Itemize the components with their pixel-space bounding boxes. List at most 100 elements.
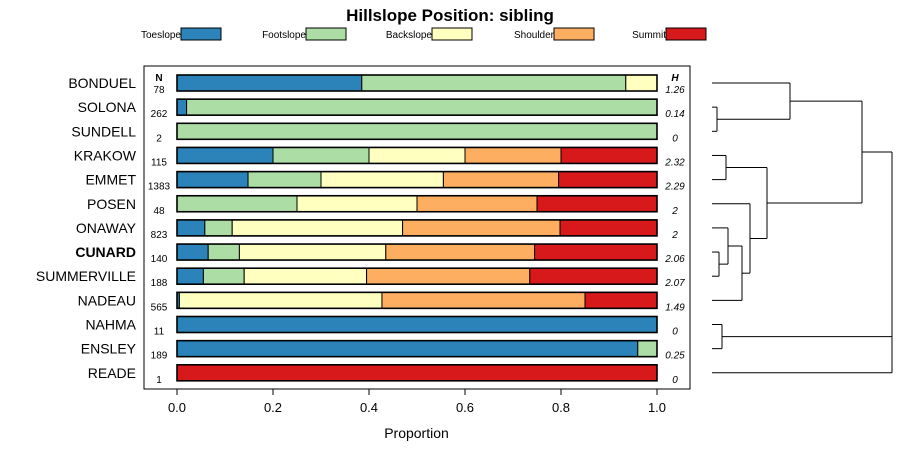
bar-segment-bonduel-backslope <box>625 74 658 92</box>
bar-segment-onaway-backslope <box>231 219 404 237</box>
bar-segment-nadeau-summit <box>584 291 658 309</box>
bar-outline-sundell <box>176 122 658 141</box>
bar-segment-krakow-footslope <box>272 146 370 164</box>
bar-segment-emmet-footslope <box>247 171 322 189</box>
n-value-emmet: 1383 <box>148 182 171 193</box>
h-value-summerville: 2.07 <box>664 278 685 289</box>
h-value-krakow: 2.32 <box>664 157 685 168</box>
bar-segment-ensley-toeslope <box>176 340 639 358</box>
h-value-sundell: 0 <box>672 133 678 144</box>
bar-segment-summerville-shoulder <box>366 267 531 285</box>
legend-label-backslope: Backslope <box>386 30 433 41</box>
bar-segment-summerville-backslope <box>243 267 368 285</box>
n-value-nadeau: 565 <box>151 302 168 313</box>
n-value-nahma: 11 <box>154 327 165 338</box>
bar-segment-cunard-shoulder <box>385 243 536 261</box>
h-value-posen: 2 <box>671 206 678 217</box>
bar-segment-bonduel-toeslope <box>176 74 363 92</box>
dendrogram <box>712 82 893 374</box>
bar-segment-onaway-toeslope <box>176 219 206 237</box>
x-tick-label: 0.6 <box>456 400 474 415</box>
legend-swatch-toeslope <box>180 27 222 41</box>
bar-segment-solona-toeslope <box>176 98 188 116</box>
bar-segment-cunard-toeslope <box>176 243 209 261</box>
category-label-nahma: NAHMA <box>85 317 136 333</box>
category-label-ensley: ENSLEY <box>81 341 137 357</box>
h-value-nahma: 0 <box>672 327 678 338</box>
bar-segment-emmet-toeslope <box>176 171 249 189</box>
legend-label-toeslope: Toeslope <box>141 30 181 41</box>
bar-outline-solona <box>176 98 658 116</box>
n-value-sundell: 2 <box>156 133 162 144</box>
bar-segment-posen-footslope <box>176 195 298 213</box>
h-value-cunard: 2.06 <box>664 254 685 265</box>
bar-segment-cunard-backslope <box>238 243 387 261</box>
h-value-bonduel: 1.26 <box>665 85 685 96</box>
bar-outline-reade <box>176 363 658 382</box>
bar-segment-summerville-toeslope <box>176 267 204 285</box>
bar-segment-sundell-footslope <box>176 122 658 140</box>
bar-outline-bonduel <box>176 74 658 92</box>
n-value-bonduel: 78 <box>153 85 165 96</box>
category-label-emmet: EMMET <box>85 172 136 188</box>
bar-outline-cunard <box>176 243 658 261</box>
bar-outline-ensley <box>176 339 658 358</box>
bar-outline-summerville <box>176 267 658 286</box>
bar-segment-emmet-backslope <box>320 171 444 189</box>
bar-segment-summerville-summit <box>529 267 658 285</box>
category-label-cunard: CUNARD <box>75 244 136 260</box>
bar-outline-nahma <box>176 315 658 334</box>
bar-segment-ensley-footslope <box>637 340 658 358</box>
category-label-nadeau: NADEAU <box>78 292 136 308</box>
h-value-emmet: 2.29 <box>664 182 685 193</box>
n-value-solona: 262 <box>151 109 168 120</box>
category-label-posen: POSEN <box>87 196 136 212</box>
category-label-sundell: SUNDELL <box>71 123 136 139</box>
legend-label-shoulder: Shoulder <box>514 30 555 41</box>
n-value-reade: 1 <box>156 375 162 386</box>
bar-segment-onaway-summit <box>559 219 658 237</box>
n-column-header: N <box>155 73 162 84</box>
plot-area: N H BONDUEL 78 1.26 SOLONA 262 0.14 SUNDELL 2 0 KRA… <box>36 65 691 415</box>
legend-label-footslope: Footslope <box>262 30 306 41</box>
bar-segment-cunard-footslope <box>207 243 240 261</box>
legend-swatch-summit <box>665 27 707 41</box>
bar-segment-posen-shoulder <box>416 195 538 213</box>
n-value-summerville: 188 <box>151 278 168 289</box>
n-value-ensley: 189 <box>151 351 168 362</box>
bar-segment-emmet-shoulder <box>442 171 560 189</box>
bar-segment-onaway-shoulder <box>402 219 561 237</box>
category-label-bonduel: BONDUEL <box>68 75 136 91</box>
legend-swatch-backslope <box>431 27 473 41</box>
h-value-solona: 0.14 <box>665 109 685 120</box>
chart-title: Hillslope Position: sibling <box>346 6 554 25</box>
h-value-ensley: 0.25 <box>665 351 685 362</box>
legend-label-summit: Summit <box>632 30 666 41</box>
bar-segment-solona-footslope <box>186 98 658 116</box>
n-value-krakow: 115 <box>151 157 167 168</box>
plot-frame <box>143 65 691 390</box>
category-label-onaway: ONAWAY <box>76 220 137 236</box>
bar-segment-posen-summit <box>536 195 658 213</box>
x-axis-label: Proportion <box>384 425 449 441</box>
n-value-onaway: 823 <box>151 230 168 241</box>
bar-outline-nadeau <box>176 291 658 310</box>
n-value-posen: 48 <box>153 206 165 217</box>
h-value-nadeau: 1.49 <box>665 302 685 313</box>
bar-segment-onaway-footslope <box>204 219 233 237</box>
legend-swatch-shoulder <box>553 27 595 41</box>
x-tick-label: 0.2 <box>264 400 282 415</box>
bar-segment-krakow-summit <box>560 146 658 164</box>
h-column-header: H <box>671 73 679 84</box>
x-tick-label: 0.0 <box>168 400 186 415</box>
bar-segment-krakow-toeslope <box>176 146 274 164</box>
h-value-reade: 0 <box>672 375 678 386</box>
category-label-summerville: SUMMERVILLE <box>36 268 136 284</box>
x-tick-label: 0.4 <box>360 400 378 415</box>
bar-outline-krakow <box>176 146 658 165</box>
bar-segment-summerville-footslope <box>202 267 245 285</box>
category-label-krakow: KRAKOW <box>74 147 137 163</box>
x-tick-label: 0.8 <box>552 400 570 415</box>
bar-segment-posen-backslope <box>296 195 418 213</box>
